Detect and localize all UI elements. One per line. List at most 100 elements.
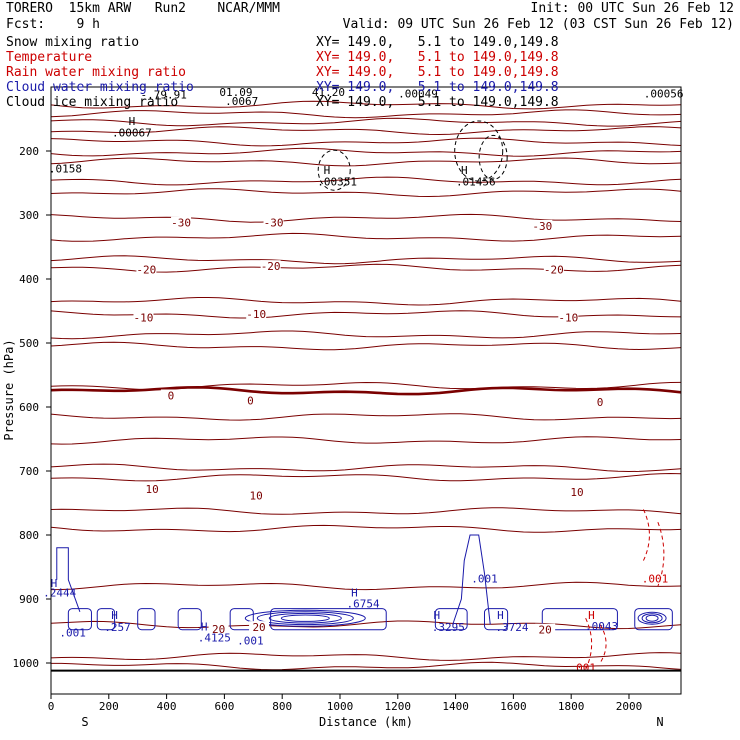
- extremum-label: .0067: [225, 95, 258, 108]
- extremum-label: 41.20: [312, 86, 345, 99]
- isotherm: [50, 126, 682, 136]
- y-tick-label: 400: [19, 273, 39, 286]
- extremum-label: .6754: [347, 597, 380, 610]
- y-tick-label: 700: [19, 465, 39, 478]
- y-tick-label: 1000: [13, 657, 40, 670]
- cloud-water-contour: [637, 611, 667, 625]
- extremum-label: .257: [104, 621, 131, 634]
- isotherm: [50, 297, 682, 306]
- legend-field-name: Cloud ice mixing ratio: [6, 95, 179, 110]
- extremum-label: H: [433, 609, 440, 622]
- temperature-label-bg: [566, 486, 587, 499]
- cloud-water-contour: [645, 614, 659, 622]
- y-tick-label: 900: [19, 593, 39, 606]
- temperature-label: 0: [597, 396, 604, 409]
- isotherm: [50, 255, 682, 265]
- legend-field-range: XY= 149.0, 5.1 to 149.0,149.8: [316, 95, 559, 110]
- isotherm: [50, 157, 682, 167]
- isotherm-zero: [50, 385, 682, 396]
- extremum-label: -.79.91: [141, 89, 187, 102]
- cloud-water-contour: [434, 608, 468, 631]
- cloud-ice-contour: [317, 149, 351, 191]
- extremum-label: .2444: [43, 587, 76, 600]
- temperature-label-bg: [558, 311, 579, 324]
- x-tick-label: 1600: [500, 700, 527, 713]
- extremum-label: H: [351, 587, 358, 600]
- extremum-label: H: [129, 115, 136, 128]
- temperature-label: 0: [247, 395, 254, 408]
- isotherm: [50, 137, 682, 147]
- legend-field-name: Temperature: [6, 50, 93, 65]
- temperature-label-bg: [246, 308, 267, 321]
- x-end-label-south: S: [81, 715, 88, 729]
- isotherm: [50, 436, 682, 445]
- temperature-label: -30: [171, 217, 191, 230]
- cloud-water-contour: [137, 608, 156, 631]
- temperature-label-bg: [543, 263, 564, 276]
- legend-field-range: XY= 149.0, 5.1 to 149.0,149.8: [316, 50, 559, 65]
- temperature-label: -10: [246, 308, 266, 321]
- x-tick-label: 800: [272, 700, 292, 713]
- temperature-label: 10: [570, 486, 583, 499]
- temperature-label: 10: [250, 489, 263, 502]
- temperature-label-bg: [240, 394, 261, 407]
- isotherm: [50, 117, 682, 127]
- extremum-label: .001: [569, 661, 596, 674]
- cloud-ice-contour: [478, 134, 508, 180]
- cloud-water-contour: [177, 608, 202, 631]
- legend-field-range: XY= 149.0, 5.1 to 149.0,149.8: [316, 80, 559, 95]
- extremum-label: .3295: [432, 621, 465, 634]
- cloud-water-contour: [280, 614, 330, 622]
- cloud-water-contour: [256, 611, 354, 626]
- extremum-label: H: [588, 609, 595, 622]
- x-axis-title: Distance (km): [319, 715, 413, 729]
- cloud-water-contour: [483, 608, 509, 631]
- extremum-label: .3724: [495, 621, 528, 634]
- isotherm: [50, 581, 682, 591]
- x-tick-label: 1400: [442, 700, 469, 713]
- extremum-label: .00056: [644, 87, 684, 100]
- extremum-label: .00049: [398, 87, 438, 100]
- y-tick-label: 800: [19, 529, 39, 542]
- isotherm: [50, 100, 682, 110]
- valid-time: Valid: 09 UTC Sun 26 Feb 12 (03 CST Sun …: [342, 17, 734, 32]
- isotherm: [50, 620, 682, 630]
- extremum-label: 01.09: [219, 86, 252, 99]
- temperature-label-bg: [260, 260, 281, 273]
- extremum-label: .0043: [585, 620, 618, 633]
- cloud-ice-contour: [454, 120, 504, 182]
- extremum-label: .001: [59, 626, 86, 639]
- temperature-label: 20: [212, 623, 225, 636]
- extremum-label: H: [497, 609, 504, 622]
- temperature-label-bg: [249, 621, 270, 634]
- isotherm: [50, 330, 682, 340]
- isotherm: [50, 213, 682, 223]
- cloud-water-contour: [641, 613, 663, 624]
- model-title: TORERO 15km ARW Run2 NCAR/MMM: [6, 1, 280, 16]
- cloud-water-contour: [96, 608, 116, 631]
- legend-field-range: XY= 149.0, 5.1 to 149.0,149.8: [316, 35, 559, 50]
- x-tick-label: 2000: [616, 700, 643, 713]
- extremum-label: H: [461, 164, 468, 177]
- temperature-label-bg: [246, 489, 267, 502]
- temperature-label: 0: [168, 389, 175, 402]
- cloud-water-contour: [244, 609, 366, 627]
- isotherm: [50, 463, 682, 473]
- cloud-water-contour: [634, 608, 673, 631]
- cloud-water-contour: [268, 612, 342, 624]
- x-tick-label: 0: [48, 700, 55, 713]
- cloud-water-contour: [56, 547, 81, 612]
- x-tick-label: 1200: [385, 700, 412, 713]
- temperature-label: -10: [558, 311, 578, 324]
- x-tick-label: 200: [99, 700, 119, 713]
- isotherm: [50, 232, 682, 242]
- extremum-label: .0158: [49, 162, 82, 175]
- extremum-label: H: [51, 577, 58, 590]
- y-tick-label: 200: [19, 145, 39, 158]
- isotherm: [50, 109, 682, 119]
- rain-water-contour: [642, 509, 650, 561]
- y-tick-label: 500: [19, 337, 39, 350]
- temperature-label-bg: [208, 623, 229, 636]
- temperature-label: 10: [146, 483, 159, 496]
